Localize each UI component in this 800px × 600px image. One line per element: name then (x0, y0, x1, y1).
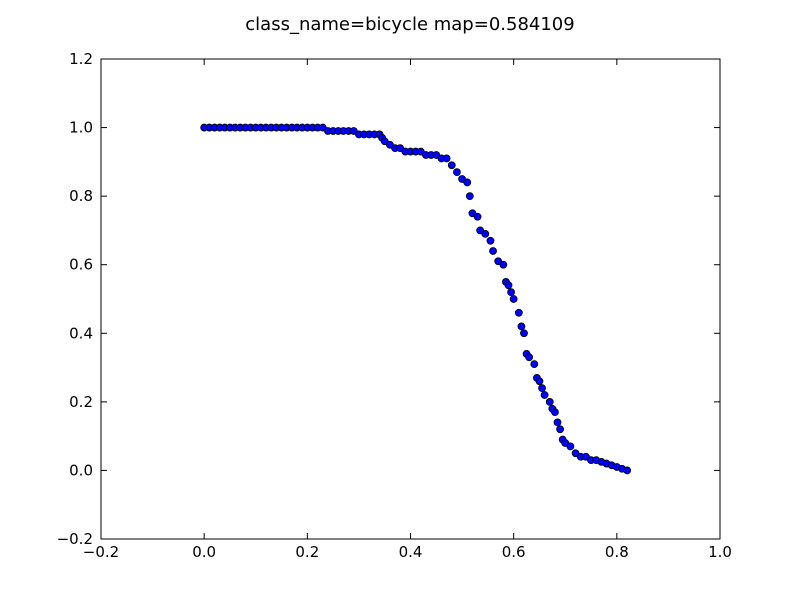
y-tick-label: 1.0 (69, 119, 93, 137)
point (525, 353, 534, 362)
point (540, 391, 549, 399)
x-tick-label: 0.6 (502, 543, 526, 561)
point (545, 397, 554, 406)
point (553, 418, 562, 427)
point (623, 466, 632, 475)
point (481, 229, 490, 238)
point (453, 168, 461, 177)
point (463, 178, 472, 187)
point (509, 295, 518, 303)
point (530, 360, 539, 369)
x-tick-label: 0.2 (295, 543, 319, 561)
point (538, 384, 546, 393)
point (517, 322, 526, 331)
point (556, 425, 564, 434)
point (504, 281, 513, 290)
y-tick-label: 0.0 (69, 461, 93, 479)
point (442, 154, 451, 163)
point (473, 212, 482, 221)
y-tick-label: 1.2 (69, 50, 93, 68)
point (507, 288, 515, 297)
x-tick-label: 0.8 (605, 543, 629, 561)
point (447, 161, 456, 170)
y-tick-label: 0.2 (69, 393, 93, 411)
y-tick-label: 0.6 (69, 256, 93, 274)
chart-title: class_name=bicycle map=0.584109 (245, 14, 574, 35)
point (514, 308, 523, 317)
point (499, 260, 508, 269)
y-tick-label: 0.4 (69, 324, 93, 342)
y-tick-label: 0.8 (69, 187, 93, 205)
point (551, 408, 559, 417)
point (486, 236, 495, 245)
point (566, 442, 575, 451)
x-tick-label: −0.2 (83, 543, 119, 561)
point (520, 329, 528, 338)
x-tick-label: 0.0 (192, 543, 216, 561)
point (465, 192, 474, 201)
x-tick-label: 1.0 (708, 543, 732, 561)
x-tick-label: 0.4 (399, 543, 423, 561)
y-tick-label: −0.2 (57, 530, 93, 548)
point (489, 247, 497, 255)
point (535, 377, 544, 386)
